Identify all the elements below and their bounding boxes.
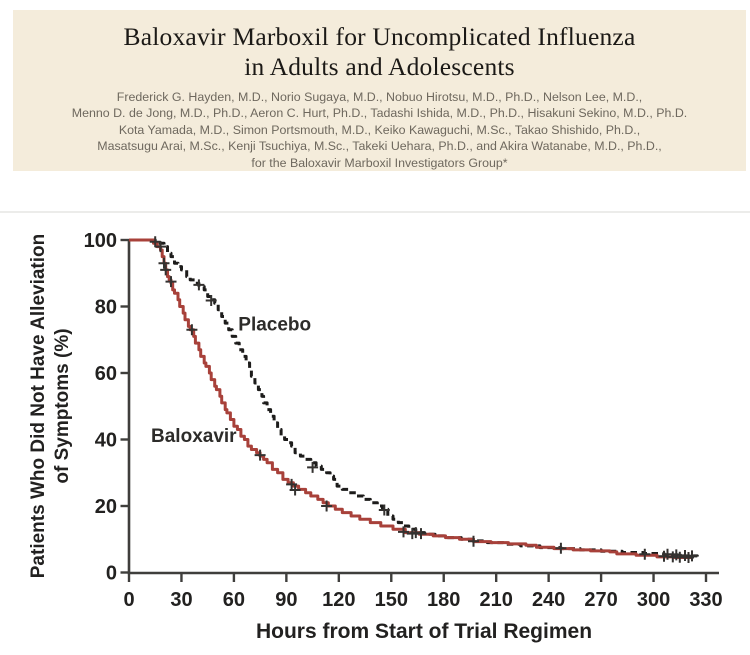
y-tick-label: 60	[95, 363, 117, 385]
baloxavir-censor-mark	[158, 257, 170, 269]
baloxavir-censor-mark	[406, 528, 418, 540]
author-line: Masatsugu Arai, M.Sc., Kenji Tsuchiya, M…	[97, 139, 662, 154]
baloxavir-censor-mark	[254, 449, 266, 461]
baloxavir-curve-label: Baloxavir	[151, 426, 237, 447]
x-tick-label: 30	[170, 589, 192, 611]
y-tick-label: 40	[95, 430, 117, 452]
baloxavir-censor-mark	[286, 478, 298, 490]
author-line: for the Baloxavir Marboxil Investigators…	[251, 155, 508, 170]
baloxavir-censor-mark	[165, 276, 177, 288]
axes-lines	[127, 240, 719, 575]
y-axis-title-line2: of Symptoms (%)	[52, 328, 73, 483]
x-axis-title: Hours from Start of Trial Regimen	[256, 620, 592, 643]
placebo-censor-mark	[307, 461, 319, 473]
author-line: Frederick G. Hayden, M.D., Norio Sugaya,…	[116, 90, 643, 104]
placebo-censor-mark	[378, 504, 390, 516]
x-tick-label: 330	[689, 589, 722, 611]
x-tick-label: 210	[479, 589, 512, 611]
author-line: Menno D. de Jong, M.D., Ph.D., Aeron C. …	[71, 106, 688, 121]
placebo-censor-mark	[639, 548, 651, 560]
placebo-censor-mark	[468, 535, 479, 547]
paper-authors: Frederick G. Hayden, M.D., Norio Sugaya,…	[13, 89, 746, 171]
placebo-censor-mark	[205, 295, 217, 306]
x-tick-label: 240	[532, 589, 565, 611]
y-tick-label: 100	[84, 230, 117, 252]
x-tick-label: 270	[584, 589, 617, 611]
baloxavir-censor-mark	[155, 241, 166, 253]
paper-title: Baloxavir Marboxil for Uncomplicated Inf…	[13, 22, 746, 82]
paper-title-line1: Baloxavir Marboxil for Uncomplicated Inf…	[123, 22, 636, 51]
x-tick-label: 0	[123, 589, 134, 611]
x-tick-label: 90	[275, 589, 297, 611]
x-tick-label: 150	[375, 589, 408, 611]
baloxavir-censor-mark	[398, 526, 409, 538]
author-line: Kota Yamada, M.D., Simon Portsmouth, M.D…	[118, 122, 641, 137]
baloxavir-censor-mark	[149, 236, 161, 248]
y-axis-title-line1: Patients Who Did Not Have Alleviation	[28, 234, 49, 579]
baloxavir-censor-mark	[321, 500, 333, 512]
baloxavir-censor-mark	[683, 552, 694, 563]
placebo-curve	[129, 238, 699, 558]
baloxavir-censor-mark	[186, 324, 198, 336]
paper-header: Baloxavir Marboxil for Uncomplicated Inf…	[13, 10, 746, 171]
x-tick-label: 300	[637, 589, 670, 611]
paper-title-line2: in Adults and Adolescents	[244, 52, 515, 81]
y-tick-label: 0	[106, 563, 117, 585]
x-tick-label: 60	[223, 589, 245, 611]
y-tick-label: 20	[95, 496, 117, 518]
baloxavir-censor-mark	[289, 484, 301, 496]
baloxavir-curve	[129, 238, 694, 559]
placebo-censor-mark	[193, 279, 205, 291]
x-tick-label: 120	[322, 589, 355, 611]
y-tick-label: 80	[95, 297, 117, 319]
baloxavir-censor-mark	[160, 264, 172, 276]
placebo-censor-mark	[555, 542, 567, 554]
x-tick-label: 180	[427, 589, 460, 611]
horizontal-divider	[0, 211, 750, 213]
placebo-curve-label: Placebo	[238, 314, 311, 335]
